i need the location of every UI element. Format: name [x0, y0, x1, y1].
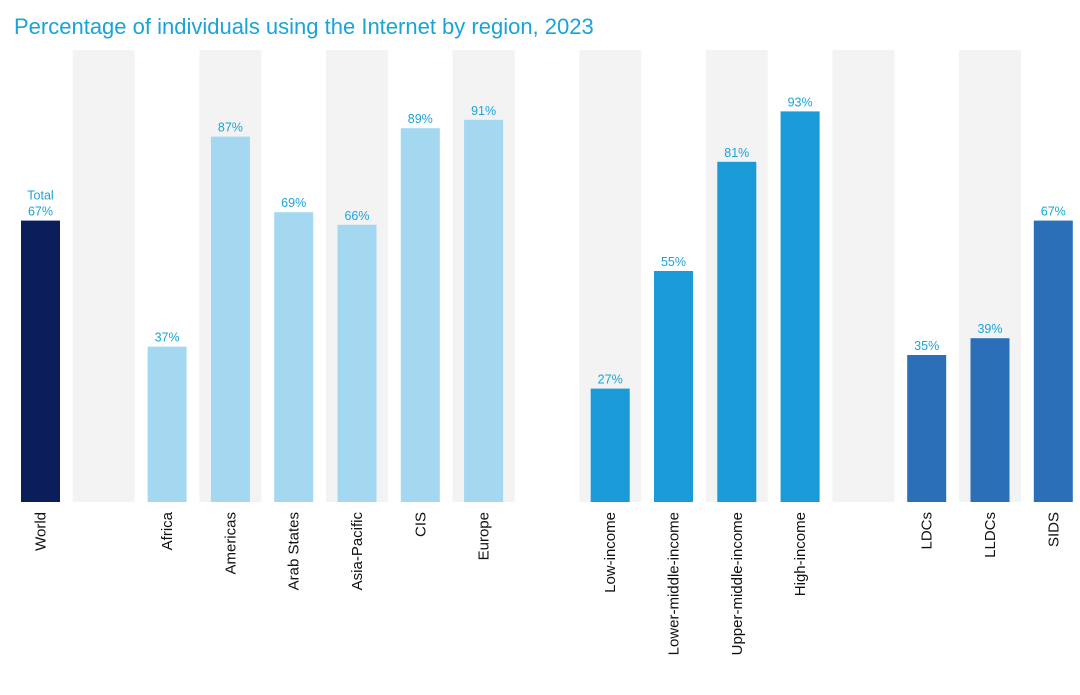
category-label: LLDCs [982, 512, 999, 558]
chart-title: Percentage of individuals using the Inte… [14, 14, 594, 39]
category-label: SIDS [1045, 512, 1062, 547]
bar-asia-pacific [337, 224, 377, 503]
bar-cis [400, 128, 440, 502]
data-label: 91% [471, 104, 496, 118]
category-label: LDCs [919, 512, 936, 550]
data-label: 66% [344, 209, 369, 223]
category-label: Europe [476, 512, 493, 560]
bar-sids [1033, 220, 1073, 502]
bar-ldcs [907, 355, 947, 502]
bar-lower-middle-income [654, 271, 693, 502]
data-label: 39% [977, 322, 1002, 336]
data-label: 37% [155, 331, 180, 345]
bar-world [21, 220, 60, 502]
category-label: High-income [792, 512, 809, 596]
bar-high-income [780, 111, 820, 503]
data-label: 81% [724, 146, 749, 160]
category-label: Americas [222, 512, 239, 575]
bar-arab-states [274, 212, 314, 502]
data-label: 55% [661, 255, 686, 269]
bar-low-income [590, 388, 630, 502]
category-label: Lower-middle-income [666, 512, 683, 655]
category-label: Africa [159, 511, 176, 550]
category-label: Arab States [286, 512, 303, 590]
bar-americas [210, 136, 250, 502]
background-band [72, 50, 135, 502]
data-label: 93% [788, 95, 813, 109]
data-label-total: Total [27, 189, 53, 203]
data-label: 27% [598, 373, 623, 387]
bar-lldcs [970, 338, 1010, 502]
category-label: Asia-Pacific [349, 512, 366, 591]
category-label: World [33, 512, 50, 551]
data-label: 67% [28, 205, 53, 219]
bar-europe [464, 119, 504, 503]
category-label: Low-income [602, 512, 619, 593]
category-label: CIS [412, 512, 429, 537]
bar-upper-middle-income [717, 161, 757, 503]
background-band [832, 50, 895, 502]
data-label: 69% [281, 196, 306, 210]
data-label: 67% [1041, 205, 1066, 219]
bar-africa [147, 346, 187, 502]
data-label: 89% [408, 112, 433, 126]
data-label: 87% [218, 121, 243, 135]
category-label: Upper-middle-income [729, 512, 746, 655]
data-label: 35% [914, 339, 939, 353]
